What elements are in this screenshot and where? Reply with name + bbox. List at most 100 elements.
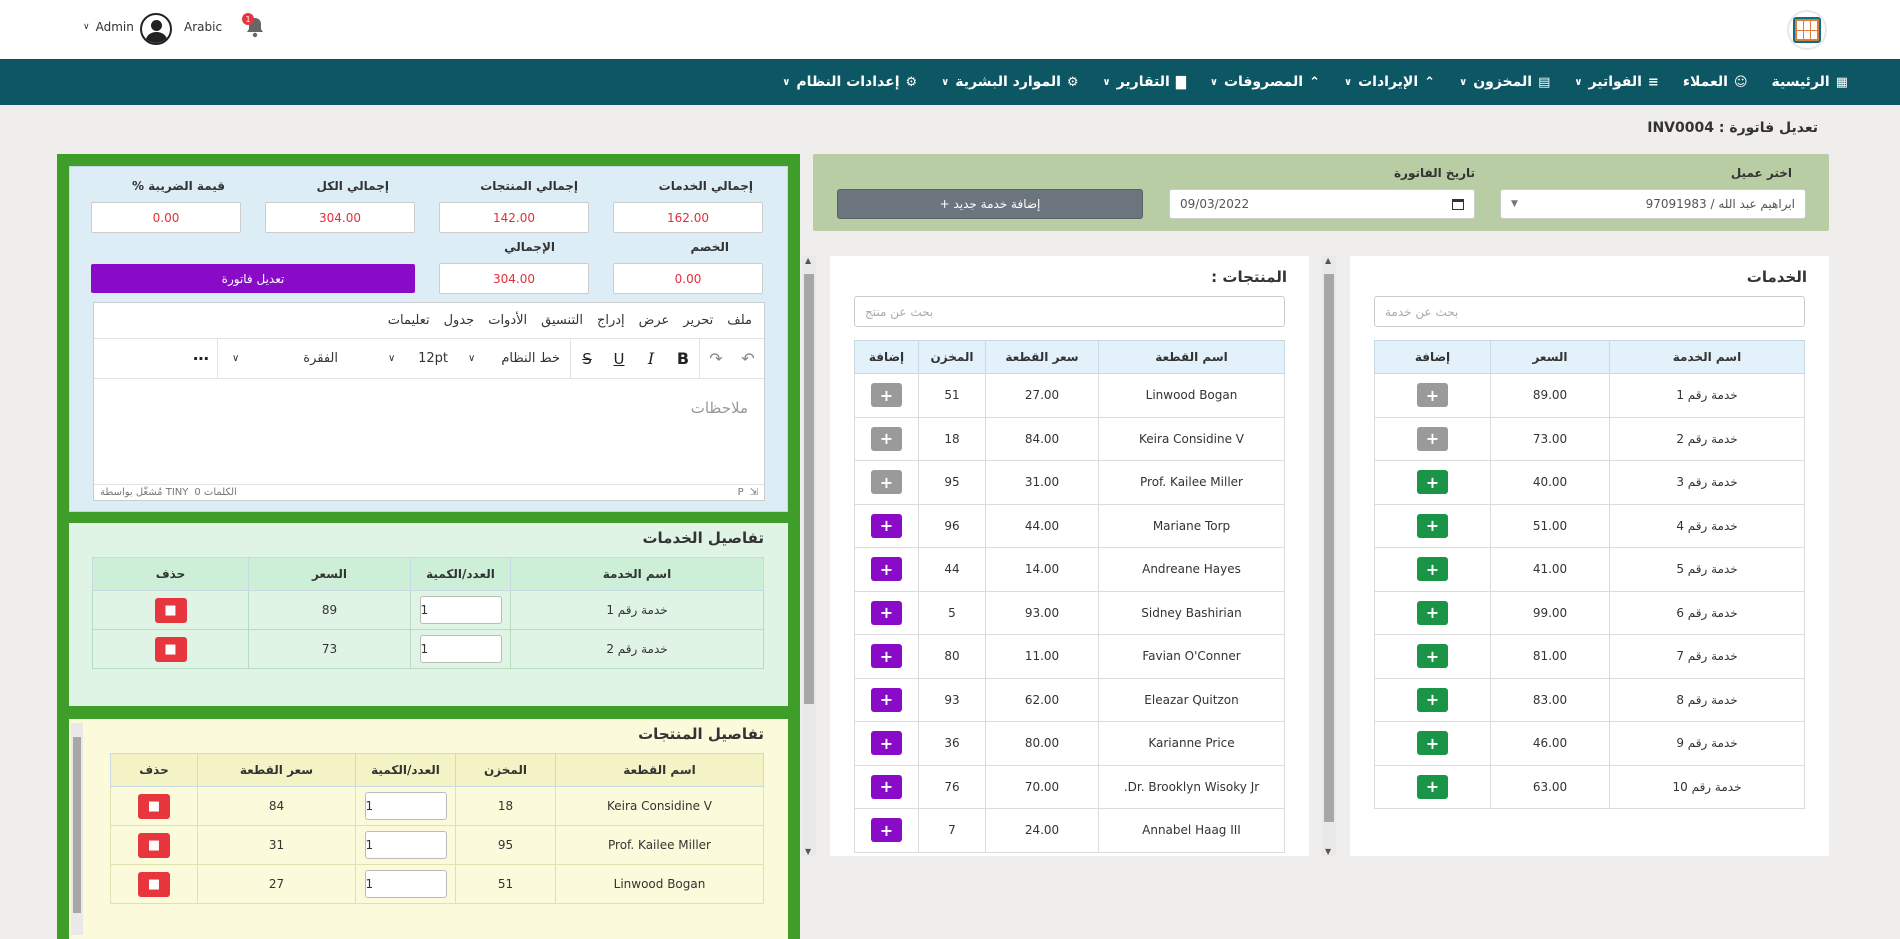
product-details-scrollbar[interactable]	[71, 723, 83, 935]
quantity-input[interactable]: 1	[364, 792, 447, 820]
quantity-input[interactable]: 1	[419, 596, 502, 624]
add-service-button[interactable]: + إضافة خدمة جديد	[837, 189, 1143, 219]
nav-item[interactable]: ⌃ المصروفات ∨	[1198, 74, 1332, 90]
add-service-button[interactable]: +	[1417, 731, 1448, 756]
edit-invoice-button[interactable]: تعديل فاتورة	[91, 264, 415, 293]
quantity-input[interactable]: 1	[419, 635, 502, 663]
add-service-button[interactable]: +	[1417, 687, 1448, 712]
add-product-button[interactable]: +	[871, 731, 902, 756]
add-cell: +	[854, 808, 919, 853]
add-product-button[interactable]: +	[871, 687, 902, 712]
redo-icon[interactable]: ↷	[709, 349, 723, 368]
product-stock: 95	[455, 825, 556, 865]
nav-item[interactable]: ⚙ إعدادات النظام ∨	[770, 74, 929, 90]
font-family-select[interactable]: خط النظام ∨	[458, 351, 570, 366]
col-add: إضافة	[1374, 340, 1491, 374]
editor-menu-item[interactable]: إدراج	[596, 313, 625, 328]
add-product-button[interactable]: +	[871, 557, 902, 582]
user-menu[interactable]: ∨ Admin	[83, 20, 134, 34]
nav-item[interactable]: ⚙ الموارد البشرية ∨	[929, 74, 1090, 90]
undo-icon[interactable]: ↶	[741, 349, 755, 368]
product-name: Andreane Hayes	[1098, 547, 1285, 592]
editor-menu-item[interactable]: التنسيق	[541, 313, 583, 328]
quantity-input[interactable]: 1	[364, 831, 447, 859]
add-product-button[interactable]: +	[871, 383, 902, 408]
block-format-select[interactable]: الفقرة ∨	[218, 351, 378, 366]
services-search-input[interactable]: بحث عن خدمة	[1374, 296, 1805, 327]
notification-bell[interactable]: 1	[242, 13, 265, 38]
editor-menu-item[interactable]: ملف	[727, 313, 752, 328]
delete-button[interactable]: ■	[154, 636, 187, 662]
delete-button[interactable]: ■	[154, 597, 187, 623]
nav-item[interactable]: ⌃ الإيرادات ∨	[1332, 74, 1447, 90]
add-service-button[interactable]: +	[1417, 383, 1448, 408]
table-row: Eleazar Quitzon 62.00 93 +	[854, 677, 1285, 722]
editor-menu-item[interactable]: جدول	[443, 313, 475, 328]
add-cell: +	[854, 764, 919, 809]
products-scrollbar[interactable]: ▲ ▼	[802, 256, 816, 856]
add-product-button[interactable]: +	[871, 600, 902, 625]
add-product-button[interactable]: +	[871, 513, 902, 538]
nav-item[interactable]: ▦ الرئيسية	[1760, 74, 1860, 90]
add-service-button[interactable]: +	[1417, 600, 1448, 625]
service-name: خدمة رقم 2	[1609, 416, 1805, 461]
product-price: 70.00	[985, 764, 1099, 809]
editor-menu-item[interactable]: الأدوات	[488, 313, 528, 328]
products-search-input[interactable]: بحث عن منتج	[854, 296, 1285, 327]
products-title: المنتجات :	[1211, 268, 1287, 286]
table-row: خدمة رقم 4 51.00 +	[1374, 503, 1805, 548]
add-service-button[interactable]: +	[1417, 644, 1448, 669]
col-quantity: العدد/الكمية	[410, 557, 511, 591]
font-size-select[interactable]: 12pt ∨	[378, 351, 458, 366]
tax-label: قيمة الضريبة %	[131, 179, 225, 193]
quantity-input[interactable]: 1	[364, 870, 447, 898]
delete-button[interactable]: ■	[138, 832, 170, 858]
avatar[interactable]	[140, 13, 172, 45]
add-service-button[interactable]: +	[1417, 774, 1448, 799]
editor-menu-item[interactable]: تحرير	[683, 313, 714, 328]
nav-item[interactable]: ☺ العملاء	[1671, 74, 1760, 90]
services-scrollbar[interactable]: ▲ ▼	[1322, 256, 1336, 856]
table-row: Andreane Hayes 14.00 44 +	[854, 547, 1285, 592]
add-service-button[interactable]: +	[1417, 470, 1448, 495]
nav-item[interactable]: ▇ التقارير ∨	[1091, 74, 1198, 90]
bold-icon[interactable]: B	[676, 349, 690, 368]
gear-icon: ⚙	[1066, 74, 1079, 90]
more-icon[interactable]: ⋯	[193, 349, 209, 368]
editor-menu-item[interactable]: تعليمات	[387, 313, 430, 328]
service-name: خدمة رقم 4	[1609, 503, 1805, 548]
underline-icon[interactable]: U	[613, 349, 625, 368]
add-service-button[interactable]: +	[1417, 557, 1448, 582]
italic-icon[interactable]: I	[647, 349, 655, 368]
resize-handle-icon[interactable]: ⇲	[749, 487, 758, 498]
strikethrough-icon[interactable]: S	[582, 349, 592, 368]
plus-icon: +	[879, 516, 894, 536]
grand-total-field: 304.00	[439, 263, 589, 294]
language-selector[interactable]: Arabic	[184, 20, 223, 34]
trash-icon: ■	[164, 602, 177, 618]
delete-button[interactable]: ■	[138, 871, 170, 897]
chevrons-up-icon: ⌃	[1309, 74, 1320, 90]
editor-menu-item[interactable]: عرض	[638, 313, 670, 328]
col-price: السعر	[1490, 340, 1610, 374]
delete-button[interactable]: ■	[138, 793, 170, 819]
app-logo[interactable]	[1787, 10, 1827, 50]
add-cell: +	[1374, 503, 1491, 548]
nav-item[interactable]: ≡ الفواتير ∨	[1562, 74, 1670, 90]
add-product-button[interactable]: +	[871, 774, 902, 799]
tax-field[interactable]: 0.00	[91, 202, 241, 233]
product-price: 24.00	[985, 808, 1099, 853]
notes-placeholder[interactable]: ملاحظات	[690, 399, 748, 417]
nav-item[interactable]: ▤ المخزون ∨	[1447, 74, 1562, 90]
chevron-down-icon: ∨	[388, 353, 396, 364]
add-product-button[interactable]: +	[871, 470, 902, 495]
add-service-button[interactable]: +	[1417, 513, 1448, 538]
date-input[interactable]: 09/03/2022	[1169, 189, 1475, 219]
add-product-button[interactable]: +	[871, 426, 902, 451]
client-select[interactable]: ابراهيم عبد الله / 97091983 ▼	[1500, 189, 1806, 219]
service-name: خدمة رقم 7	[1609, 634, 1805, 679]
add-service-button[interactable]: +	[1417, 426, 1448, 451]
discount-field[interactable]: 0.00	[613, 263, 763, 294]
add-product-button[interactable]: +	[871, 644, 902, 669]
add-product-button[interactable]: +	[871, 818, 902, 843]
